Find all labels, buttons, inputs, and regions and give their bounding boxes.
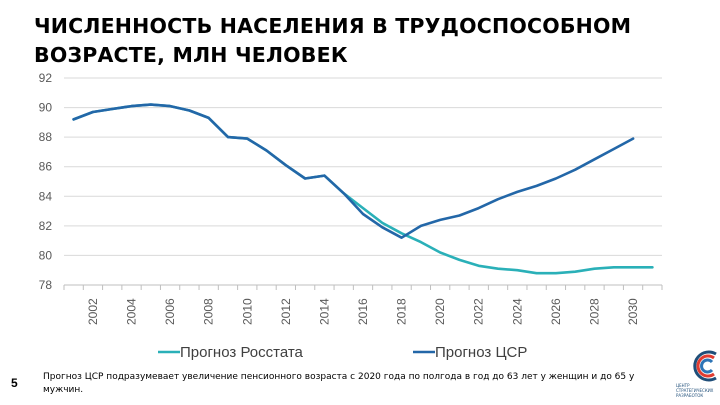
x-tick-label: 2024 [510, 298, 524, 325]
x-tick-label: 2022 [472, 298, 486, 325]
logo-icon [693, 350, 717, 382]
y-tick-label: 88 [39, 130, 53, 144]
legend-label: Прогноз ЦСР [435, 344, 527, 361]
x-tick-label: 2014 [317, 298, 331, 325]
legend-label: Прогноз Росстата [180, 344, 304, 361]
x-tick-label: 2020 [433, 298, 447, 325]
title-line-2: ВОЗРАСТЕ, МЛН ЧЕЛОВЕК [34, 43, 348, 67]
y-tick-label: 80 [39, 248, 53, 262]
title-line-1: ЧИСЛЕННОСТЬ НАСЕЛЕНИЯ В ТРУДОСПОСОБНОМ [34, 14, 632, 38]
y-tick-label: 82 [39, 219, 53, 233]
x-tick-label: 2010 [240, 298, 254, 325]
logo-caption: ЦЕНТР СТРАТЕГИЧЕСКИХ РАЗРАБОТОК [676, 383, 714, 398]
x-tick-label: 2016 [356, 298, 370, 325]
x-tick-label: 2002 [86, 298, 100, 325]
y-tick-label: 90 [39, 101, 53, 115]
y-tick-label: 78 [39, 278, 53, 292]
y-tick-label: 86 [39, 160, 53, 174]
y-tick-label: 92 [39, 71, 53, 85]
x-tick-label: 2012 [279, 298, 293, 325]
series-line-rosstat [72, 103, 654, 275]
y-tick-label: 84 [39, 189, 53, 203]
x-tick-label: 2008 [202, 298, 216, 325]
page-number: 5 [11, 376, 18, 390]
x-tick-label: 2018 [395, 298, 409, 325]
x-tick-label: 2004 [125, 298, 139, 325]
x-tick-label: 2030 [626, 298, 640, 325]
x-tick-label: 2026 [549, 298, 563, 325]
x-tick-label: 2028 [587, 298, 601, 325]
footnote: Прогноз ЦСР подразумевает увеличение пен… [43, 372, 635, 395]
series-line-csr [72, 103, 635, 239]
slide-title: ЧИСЛЕННОСТЬ НАСЕЛЕНИЯ В ТРУДОСПОСОБНОМ В… [34, 12, 674, 70]
x-tick-label: 2006 [163, 298, 177, 325]
